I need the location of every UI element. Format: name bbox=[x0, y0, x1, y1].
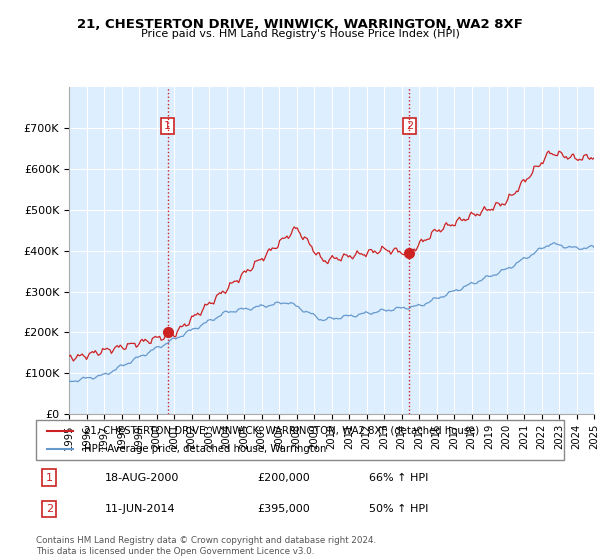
Text: 2: 2 bbox=[406, 121, 413, 131]
Text: £200,000: £200,000 bbox=[258, 473, 311, 483]
Text: 11-JUN-2014: 11-JUN-2014 bbox=[104, 504, 175, 514]
Text: Price paid vs. HM Land Registry's House Price Index (HPI): Price paid vs. HM Land Registry's House … bbox=[140, 29, 460, 39]
Text: 18-AUG-2000: 18-AUG-2000 bbox=[104, 473, 179, 483]
Text: Contains HM Land Registry data © Crown copyright and database right 2024.
This d: Contains HM Land Registry data © Crown c… bbox=[36, 536, 376, 556]
Text: HPI: Average price, detached house, Warrington: HPI: Average price, detached house, Warr… bbox=[83, 445, 326, 454]
Text: 21, CHESTERTON DRIVE, WINWICK, WARRINGTON, WA2 8XF: 21, CHESTERTON DRIVE, WINWICK, WARRINGTO… bbox=[77, 18, 523, 31]
Text: 1: 1 bbox=[164, 121, 171, 131]
Text: 21, CHESTERTON DRIVE, WINWICK, WARRINGTON, WA2 8XF (detached house): 21, CHESTERTON DRIVE, WINWICK, WARRINGTO… bbox=[83, 426, 479, 436]
Text: 66% ↑ HPI: 66% ↑ HPI bbox=[368, 473, 428, 483]
Text: £395,000: £395,000 bbox=[258, 504, 311, 514]
Text: 2: 2 bbox=[46, 504, 53, 514]
Text: 50% ↑ HPI: 50% ↑ HPI bbox=[368, 504, 428, 514]
Text: 1: 1 bbox=[46, 473, 53, 483]
Bar bbox=[167, 87, 409, 414]
